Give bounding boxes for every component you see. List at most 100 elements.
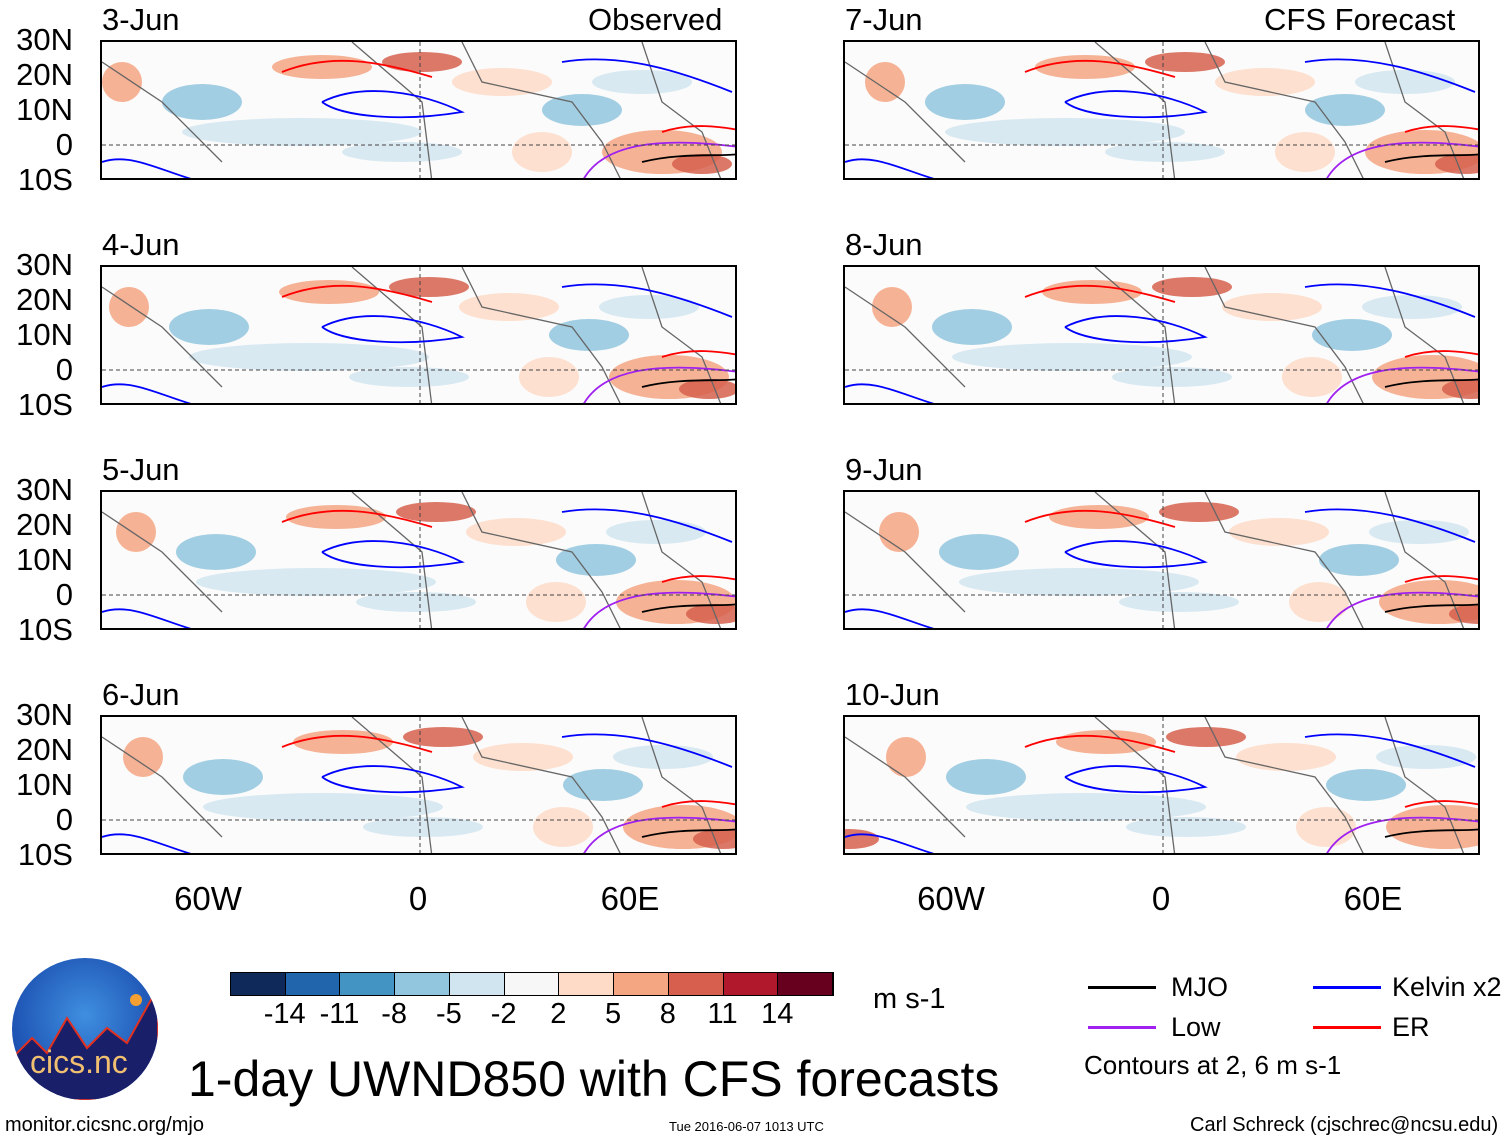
wave-contour bbox=[1064, 90, 1208, 119]
wind-anomaly-shading bbox=[1326, 769, 1406, 801]
wave-contour bbox=[583, 591, 735, 628]
wave-contour bbox=[1384, 378, 1478, 388]
lon-label-right-60w: 60W bbox=[917, 880, 985, 917]
wind-anomaly-shading bbox=[1369, 520, 1469, 544]
wind-anomaly-shading bbox=[592, 70, 692, 94]
panel-date: 3-Jun bbox=[102, 2, 180, 37]
wind-anomaly-shading bbox=[473, 743, 573, 771]
wind-anomaly-shading bbox=[452, 68, 552, 96]
wind-anomaly-shading bbox=[1355, 70, 1455, 94]
map-panel bbox=[100, 40, 737, 180]
wave-contour bbox=[321, 315, 465, 344]
wave-contour bbox=[845, 833, 934, 853]
wave-contour bbox=[845, 158, 934, 178]
wind-anomaly-shading bbox=[886, 737, 926, 777]
colorbar-swatch bbox=[614, 973, 669, 995]
colorbar-tick-label: -11 bbox=[319, 998, 360, 1030]
legend-er-label: ER bbox=[1392, 1012, 1430, 1042]
wave-contour bbox=[845, 383, 934, 403]
observed-label: Observed bbox=[588, 2, 723, 37]
wave-contour bbox=[321, 540, 465, 569]
map-panel bbox=[843, 490, 1480, 630]
wave-contour bbox=[661, 800, 735, 808]
forecast-label: CFS Forecast bbox=[1264, 2, 1456, 37]
lat-label: 10S bbox=[17, 162, 73, 197]
wave-contour bbox=[1326, 591, 1478, 628]
wind-anomaly-shading bbox=[845, 829, 879, 849]
coastline bbox=[845, 492, 1465, 628]
lat-label: 10N bbox=[16, 767, 73, 802]
colorbar-swatch bbox=[504, 973, 560, 995]
wave-contour bbox=[1024, 59, 1176, 78]
wave-contour bbox=[1384, 828, 1478, 838]
wind-anomaly-shading bbox=[563, 769, 643, 801]
wind-anomaly-shading bbox=[1166, 727, 1246, 747]
lon-label-left-0: 0 bbox=[408, 880, 428, 917]
lat-label: 0 bbox=[55, 577, 73, 612]
wave-contour bbox=[102, 608, 191, 628]
lat-label: 10N bbox=[16, 542, 73, 577]
wind-anomaly-shading bbox=[116, 512, 156, 552]
wind-anomaly-shading bbox=[599, 295, 699, 319]
colorbar-swatch bbox=[723, 973, 779, 995]
lat-label: 0 bbox=[55, 127, 73, 162]
map-panel bbox=[100, 265, 737, 405]
lat-label: 10S bbox=[17, 837, 73, 872]
lon-label-left-60e: 60E bbox=[600, 880, 660, 917]
lat-label: 30N bbox=[16, 22, 73, 57]
coastline bbox=[102, 267, 722, 403]
wave-contour bbox=[1326, 816, 1478, 853]
colorbar-tick-label: 8 bbox=[659, 998, 676, 1030]
wind-anomaly-shading bbox=[512, 132, 572, 172]
wind-anomaly-shading bbox=[526, 582, 586, 622]
wind-anomaly-shading bbox=[542, 94, 622, 126]
wave-contour bbox=[1404, 350, 1478, 358]
coastline bbox=[845, 717, 1465, 853]
wind-anomaly-shading bbox=[342, 142, 462, 162]
wind-anomaly-shading bbox=[1126, 817, 1246, 837]
wave-contour bbox=[281, 284, 433, 303]
wave-contour bbox=[583, 141, 735, 178]
wave-contour bbox=[641, 828, 735, 838]
legend-low-line bbox=[1088, 1026, 1156, 1029]
wind-anomaly-shading bbox=[1275, 132, 1335, 172]
coastline bbox=[102, 42, 722, 178]
wind-anomaly-shading bbox=[363, 817, 483, 837]
wind-anomaly-shading bbox=[1119, 592, 1239, 612]
wave-contour bbox=[281, 59, 433, 78]
wind-anomaly-shading bbox=[1442, 379, 1478, 399]
wind-anomaly-shading bbox=[189, 343, 429, 371]
lon-label-left-60w: 60W bbox=[174, 880, 242, 917]
legend-er-line bbox=[1313, 1026, 1381, 1029]
wind-anomaly-shading bbox=[1112, 367, 1232, 387]
wave-contour bbox=[641, 378, 735, 388]
panel-date: 10-Jun bbox=[845, 677, 940, 712]
wind-anomaly-shading bbox=[1305, 94, 1385, 126]
wave-contour bbox=[321, 90, 465, 119]
panel-date: 6-Jun bbox=[102, 677, 180, 712]
wind-anomaly-shading bbox=[183, 759, 263, 795]
wind-anomaly-shading bbox=[1296, 807, 1356, 847]
lon-label-right-0: 0 bbox=[1151, 880, 1171, 917]
wind-anomaly-shading bbox=[613, 745, 713, 769]
wave-contour bbox=[1326, 366, 1478, 403]
wind-anomaly-shading bbox=[533, 807, 593, 847]
wind-anomaly-shading bbox=[952, 343, 1192, 371]
footer-author: Carl Schreck (cjschrec@ncsu.edu) bbox=[1190, 1114, 1499, 1136]
lat-label: 20N bbox=[16, 57, 73, 92]
wave-contour bbox=[561, 733, 733, 768]
colorbar-tick-label: 11 bbox=[707, 998, 738, 1030]
wind-anomaly-shading bbox=[349, 367, 469, 387]
panel-date: 7-Jun bbox=[845, 2, 923, 37]
wind-anomaly-shading bbox=[1215, 68, 1315, 96]
wind-anomaly-shading bbox=[176, 534, 256, 570]
wind-anomaly-shading bbox=[872, 287, 912, 327]
wind-anomaly-shading bbox=[879, 512, 919, 552]
lat-label: 20N bbox=[16, 282, 73, 317]
wind-anomaly-shading bbox=[196, 568, 436, 596]
wind-anomaly-shading bbox=[403, 727, 483, 747]
wind-anomaly-shading bbox=[272, 55, 372, 79]
wind-anomaly-shading bbox=[1362, 295, 1462, 319]
wave-contour bbox=[1024, 734, 1176, 753]
